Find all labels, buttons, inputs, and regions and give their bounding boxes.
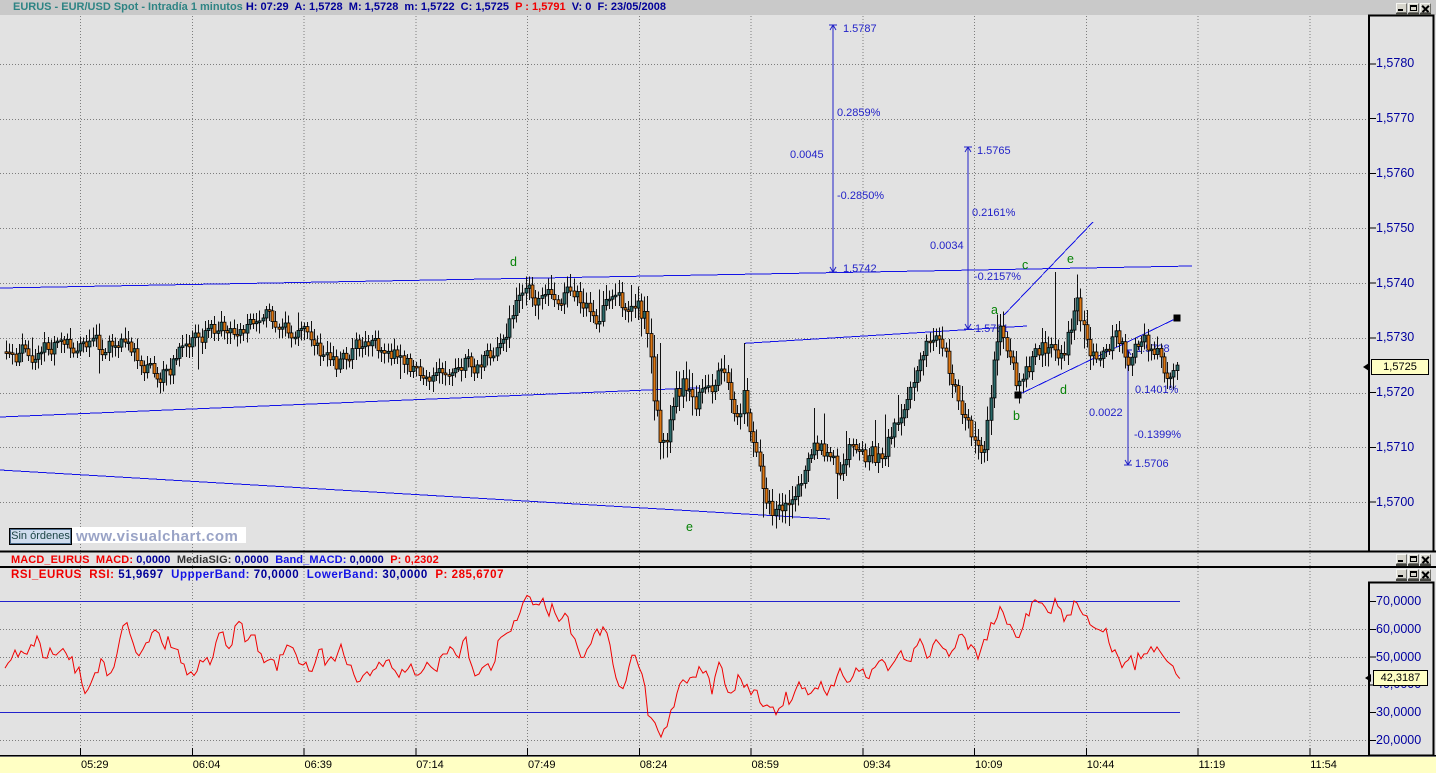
- svg-text:0.2859%: 0.2859%: [837, 107, 881, 119]
- svg-text:0.1401%: 0.1401%: [1135, 384, 1179, 396]
- svg-text:e: e: [686, 520, 693, 534]
- svg-text:0.0022: 0.0022: [1089, 407, 1123, 419]
- svg-text:d: d: [1060, 383, 1067, 397]
- svg-text:1.5765: 1.5765: [977, 145, 1011, 157]
- svg-text:0.0045: 0.0045: [790, 149, 824, 161]
- svg-text:c: c: [1022, 258, 1028, 272]
- svg-text:d: d: [510, 255, 517, 269]
- svg-text:1.5787: 1.5787: [843, 23, 877, 35]
- svg-text:-0.2850%: -0.2850%: [837, 190, 884, 202]
- svg-text:1.5742: 1.5742: [843, 263, 877, 275]
- svg-text:b: b: [1013, 409, 1020, 423]
- svg-text:-0.2157%: -0.2157%: [974, 271, 1021, 283]
- svg-text:e: e: [1067, 252, 1074, 266]
- svg-text:0.0034: 0.0034: [930, 240, 964, 252]
- svg-text:-0.1399%: -0.1399%: [1134, 429, 1181, 441]
- svg-text:1.5706: 1.5706: [1135, 458, 1169, 470]
- svg-text:a: a: [991, 303, 998, 317]
- svg-text:0.2161%: 0.2161%: [972, 207, 1016, 219]
